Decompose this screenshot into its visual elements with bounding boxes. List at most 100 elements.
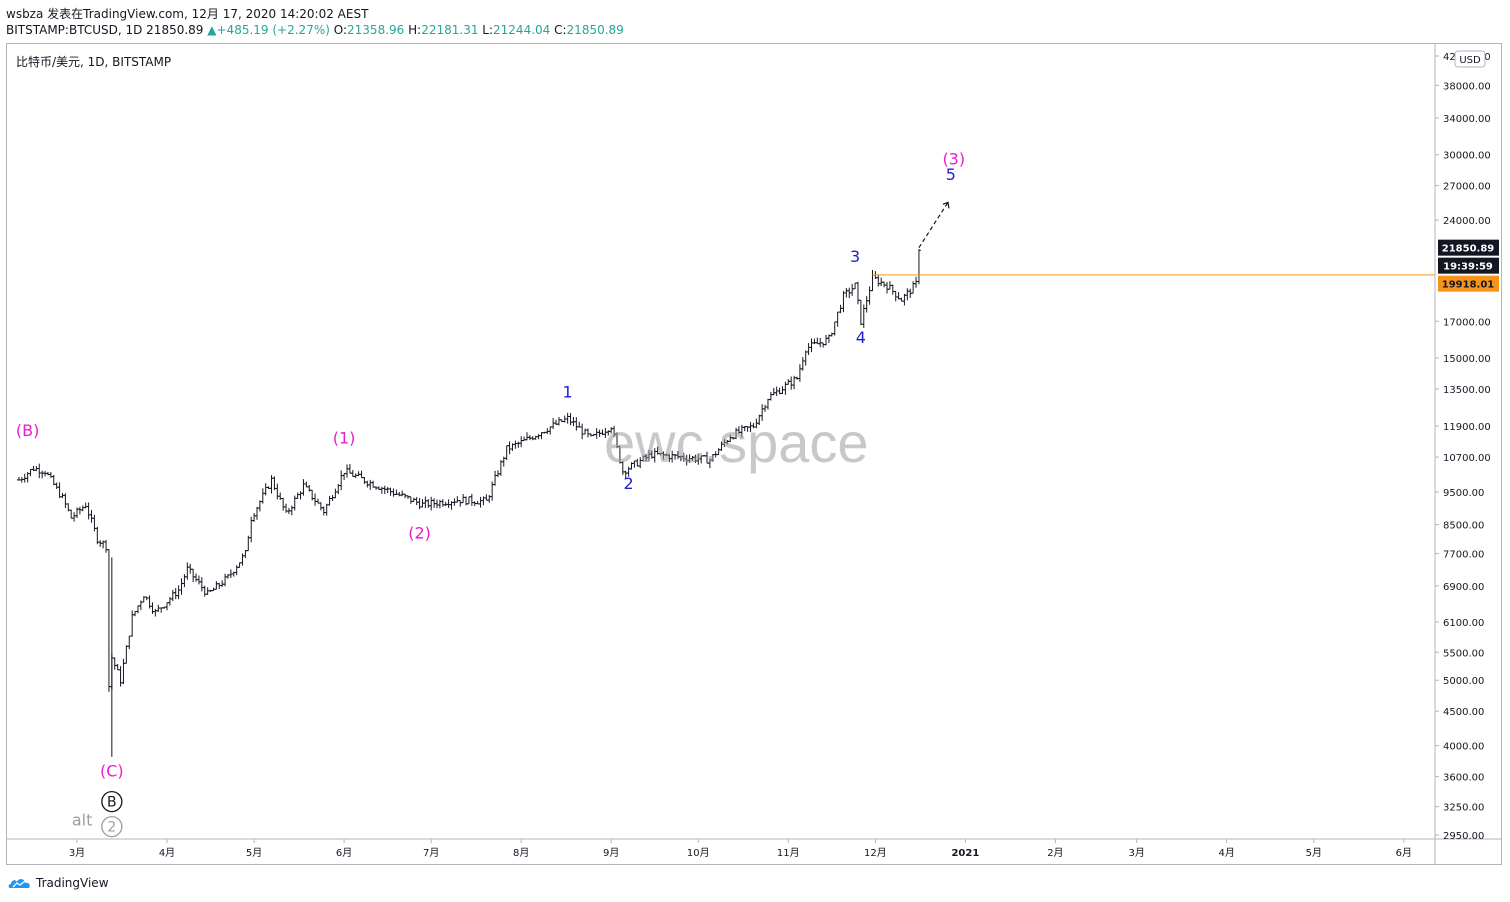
last-price-badge-bg [1438, 239, 1499, 256]
ohlc-bar [580, 423, 585, 440]
ohlc-bar [408, 496, 413, 504]
ohlc-bar [327, 495, 332, 506]
ohlc-bar [182, 574, 187, 588]
ohlc-bar [188, 563, 193, 574]
ohlc-bar [379, 486, 384, 494]
ohlc-bar [484, 494, 489, 501]
time-tick-label: 9月 [603, 847, 619, 859]
ohlc-bar [104, 539, 109, 553]
ohlc-bar [40, 470, 45, 479]
ohlc-bar [806, 343, 811, 355]
ohlc-bar [803, 350, 808, 366]
ohlc-bar [824, 334, 829, 346]
ohlc-bar [252, 513, 257, 522]
ohlc-bar [786, 379, 791, 385]
ohlc-bar [835, 311, 840, 327]
ohlc-bar [365, 480, 370, 488]
level-price-badge: 19918.01 [1438, 275, 1499, 292]
ohlc-bar [829, 332, 834, 337]
ohlc-bar [838, 304, 843, 314]
circled-b-text: B [107, 795, 117, 811]
ohlc-bar [321, 506, 326, 516]
time-tick-label: 7月 [423, 847, 439, 859]
tradingview-logo[interactable]: TradingView [8, 876, 109, 890]
close-value: 21850.89 [566, 23, 624, 37]
price-tick-label: 10700.00 [1443, 453, 1491, 464]
ohlc-bar [37, 463, 42, 479]
ohlc-bar [461, 493, 466, 504]
price-change: +485.19 [216, 23, 269, 37]
price-tick-label: 9500.00 [1443, 488, 1484, 499]
ohlc-bar [527, 435, 532, 441]
ohlc-bar [275, 483, 280, 500]
author-line: wsbza 发表在TradingView.com, 12月 17, 2020 1… [6, 7, 369, 21]
time-tick-label: 3月 [1128, 847, 1144, 859]
ohlc-bar [199, 577, 204, 592]
ohlc-bar [565, 412, 570, 424]
ohlc-bar [400, 490, 405, 497]
price-tick-label: 4000.00 [1443, 742, 1484, 753]
symbol-name: BITSTAMP:BTCUSD, 1D [6, 23, 143, 37]
ohlc-bar [89, 509, 94, 523]
wave-label: 2 [624, 474, 634, 493]
time-tick-label: 11月 [777, 847, 800, 859]
ohlc-bar [80, 505, 85, 512]
ohlc-bar [318, 502, 323, 511]
time-axis[interactable]: 3月 4月 5月 6月 7月 8月 9月 10月 11月 12月 2021 2月 3月 4月 5月 6月 [69, 839, 1412, 859]
currency-badge[interactable]: USD [1454, 50, 1486, 68]
ohlc-bar [345, 464, 349, 478]
ohlc-bar [69, 509, 74, 519]
ohlc-bar [516, 441, 521, 448]
ohlc-bar [870, 269, 875, 292]
price-tick-label: 4500.00 [1443, 707, 1484, 718]
ohlc-bar [594, 428, 599, 439]
ohlc-bar [530, 436, 535, 441]
level-price-badge-text: 19918.01 [1442, 280, 1495, 291]
ohlc-bar [882, 281, 887, 288]
ohlc-bar [54, 482, 59, 490]
wave-label: 1 [563, 383, 573, 402]
ohlc-bar [458, 500, 463, 507]
ohlc-bar [281, 497, 286, 511]
time-tick-label: 5月 [1306, 847, 1322, 859]
ohlc-bar [493, 470, 498, 486]
ohlc-bar [167, 596, 172, 606]
ohlc-bar [359, 470, 364, 479]
price-chart[interactable]: ewc.space 比特币/美元, 1D, BITSTAMP (B) (C) (1)… [7, 44, 1501, 864]
ohlc-bar [800, 357, 805, 371]
ohlc-bar [124, 645, 129, 664]
ohlc-bar [783, 381, 788, 395]
ohlc-bar [446, 499, 451, 508]
ohlc-bar [844, 287, 849, 298]
ohlc-bar [469, 493, 474, 506]
ohlc-bar [382, 485, 387, 494]
ohlc-bar [289, 505, 294, 516]
ohlc-bar [127, 635, 132, 650]
ohlc-bar [432, 498, 437, 508]
ohlc-bar [417, 498, 422, 510]
ohlc-bar [176, 585, 181, 600]
ohlc-bar [196, 575, 201, 585]
ohlc-bar [86, 502, 91, 520]
time-tick-label: 6月 [1396, 847, 1412, 859]
ohlc-bar [185, 562, 190, 580]
alt-labels: B alt 2 [72, 790, 123, 838]
tradingview-cloud-icon [8, 879, 30, 888]
ohlc-bar [243, 550, 248, 558]
chart-frame[interactable]: ewc.space 比特币/美元, 1D, BITSTAMP (B) (C) (1)… [6, 43, 1502, 865]
ohlc-bar [916, 249, 921, 285]
time-tick-label: 8月 [513, 847, 529, 859]
price-axis[interactable]: 42000.0038000.0034000.0030000.0027000.00… [1435, 52, 1491, 842]
ohlc-bar [583, 428, 588, 435]
time-tick-label: 6月 [336, 847, 352, 859]
ohlc-bar [165, 602, 169, 611]
ohlc-bar [426, 499, 431, 508]
ohlc-bar [440, 499, 445, 507]
time-tick-label: 5月 [246, 847, 262, 859]
ohlc-bar [385, 487, 390, 494]
last-price: 21850.89 [146, 23, 204, 37]
wave-label: (B) [16, 421, 39, 440]
ohlc-bar [765, 398, 770, 410]
ohlc-bar [864, 296, 869, 313]
ohlc-bar [809, 338, 814, 353]
